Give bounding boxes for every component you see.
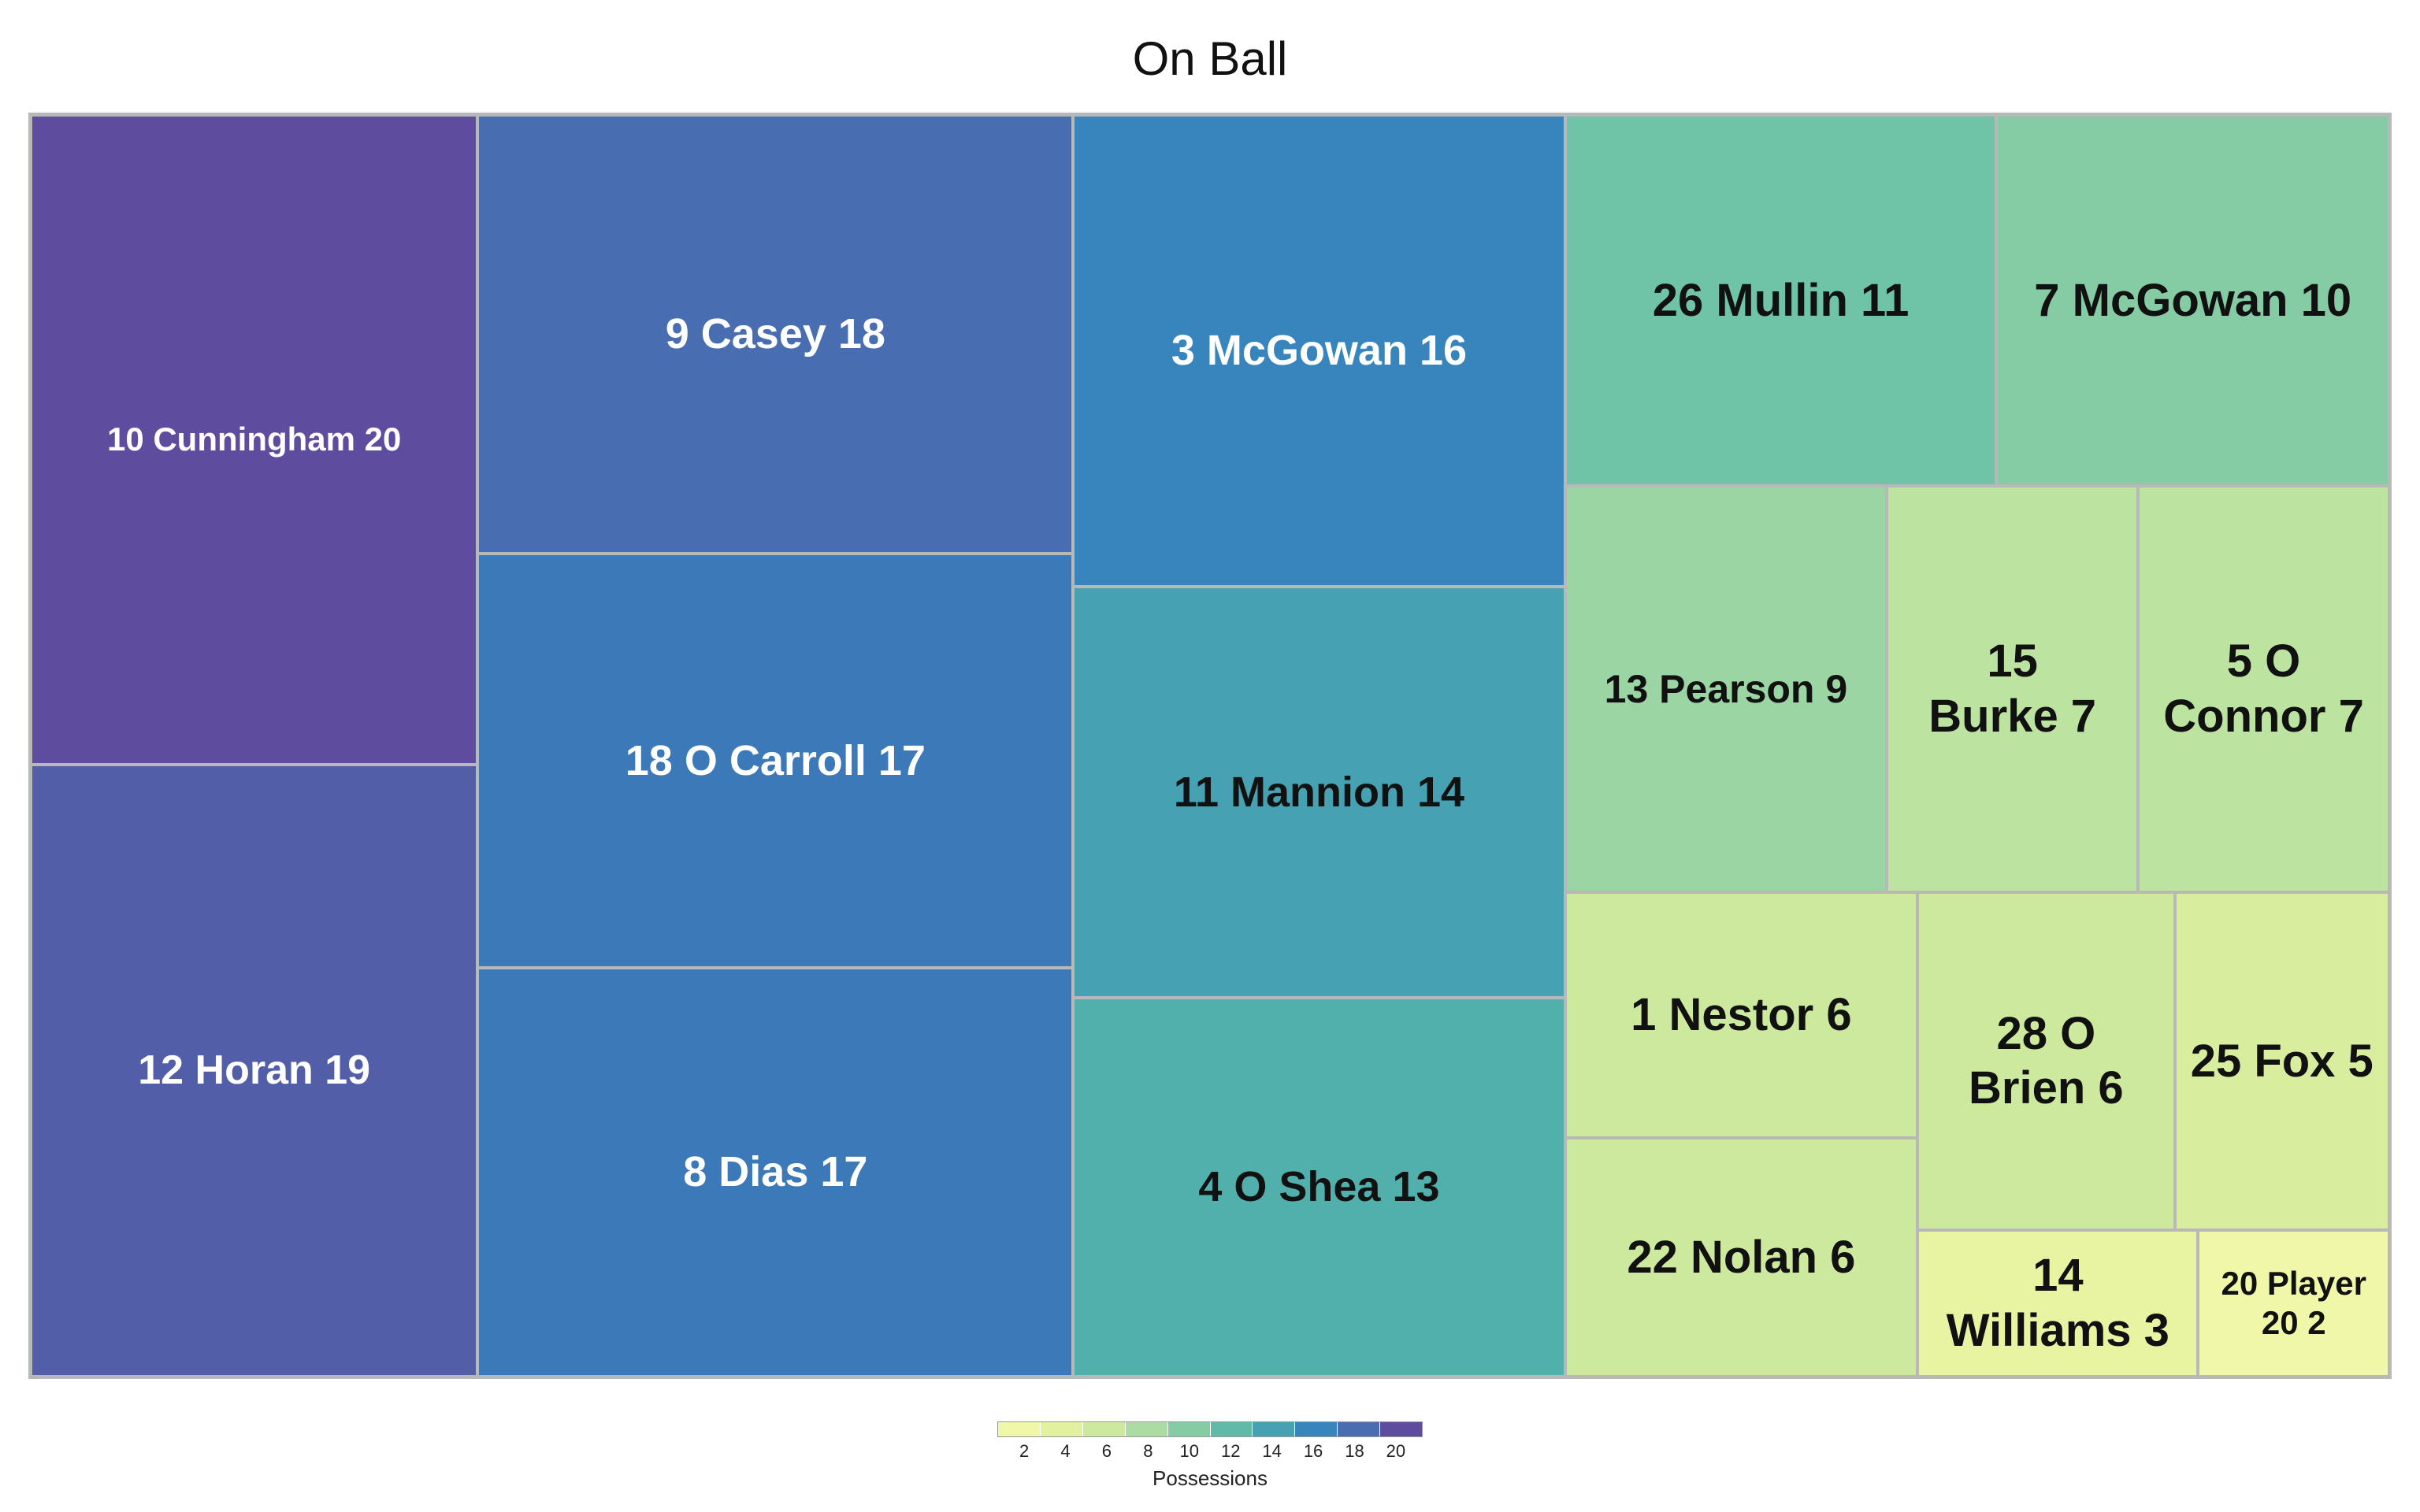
treemap-tile: 18 O Carroll 17 [477, 554, 1074, 968]
treemap-tile-label: 25 Fox 5 [2190, 1035, 2374, 1087]
treemap-tile: 3 McGowan 16 [1073, 115, 1565, 587]
treemap-tile-label: 14 Williams 3 [1946, 1250, 2169, 1357]
treemap-tile-label: 18 O Carroll 17 [625, 736, 926, 784]
treemap-tile-label: 4 O Shea 13 [1198, 1163, 1440, 1211]
treemap-tile: 5 O Connor 7 [2138, 485, 2389, 892]
legend-tick-label: 8 [1143, 1441, 1153, 1461]
legend-tick-label: 14 [1262, 1441, 1282, 1461]
treemap-tile: 14 Williams 3 [1917, 1230, 2199, 1377]
treemap-tile-label: 5 O Connor 7 [2163, 636, 2364, 742]
legend-color-segment [998, 1422, 1041, 1436]
treemap-tile-label: 9 Casey 18 [665, 310, 885, 358]
treemap-tile-label: 10 Cunningham 20 [106, 421, 402, 458]
treemap-tile: 10 Cunningham 20 [31, 115, 478, 765]
treemap-tile-label: 22 Nolan 6 [1627, 1231, 1856, 1283]
treemap-tile-label: 3 McGowan 16 [1171, 327, 1468, 375]
treemap-tile-label: 20 Player 20 2 [2221, 1264, 2366, 1342]
treemap-tile-label: 26 Mullin 11 [1652, 274, 1910, 326]
treemap-tile: 28 O Brien 6 [1917, 891, 2175, 1231]
legend-color-segment [1040, 1422, 1083, 1436]
legend-color-segment [1253, 1422, 1296, 1436]
legend-tick-label: 2 [1019, 1441, 1030, 1461]
legend-color-segment [1338, 1422, 1381, 1436]
legend-color-segment [1167, 1422, 1211, 1436]
treemap-tile: 22 Nolan 6 [1564, 1138, 1918, 1377]
chart-title: On Ball [1132, 32, 1288, 85]
treemap-tile: 11 Mannion 14 [1073, 587, 1565, 999]
legend-tick-label: 6 [1101, 1441, 1112, 1461]
legend-color-segment [1210, 1422, 1253, 1436]
color-legend-title: Possessions [1152, 1466, 1268, 1490]
legend-tick-label: 4 [1060, 1441, 1071, 1461]
treemap-tile-label: 28 O Brien 6 [1969, 1007, 2124, 1114]
legend-color-segment [1295, 1422, 1338, 1436]
treemap-tile-label: 13 Pearson 9 [1604, 666, 1848, 711]
legend-tick-label: 10 [1179, 1441, 1200, 1461]
treemap-tile: 26 Mullin 11 [1564, 115, 1997, 486]
legend-tick-label: 12 [1220, 1441, 1241, 1461]
legend-color-segment [1125, 1422, 1168, 1436]
treemap-tile: 1 Nestor 6 [1564, 891, 1918, 1139]
treemap-tile-label: 11 Mannion 14 [1173, 768, 1465, 816]
treemap-tile: 25 Fox 5 [2174, 891, 2389, 1231]
treemap-plot-area: 10 Cunningham 20 12 Horan 19 9 Casey 18 18 … [28, 113, 2392, 1379]
treemap-tile: 20 Player 20 2 [2198, 1230, 2389, 1377]
legend-tick-label: 16 [1303, 1441, 1323, 1461]
treemap-tile: 15 Burke 7 [1887, 485, 2139, 892]
legend-color-segment [1380, 1422, 1423, 1436]
color-legend-bar [997, 1421, 1423, 1437]
color-legend-ticks: 2 4 6 8 10 12 14 16 18 20 [997, 1441, 1423, 1462]
treemap-tile: 7 McGowan 10 [1996, 115, 2389, 486]
legend-tick-label: 20 [1386, 1441, 1406, 1461]
treemap-tile-label: 7 McGowan 10 [2034, 274, 2352, 326]
treemap-tile-label: 1 Nestor 6 [1631, 989, 1852, 1041]
treemap-tile: 4 O Shea 13 [1073, 998, 1565, 1377]
treemap-tile: 13 Pearson 9 [1564, 485, 1887, 892]
legend-color-segment [1082, 1422, 1126, 1436]
treemap-tile: 12 Horan 19 [31, 765, 478, 1377]
treemap-tile: 8 Dias 17 [477, 967, 1074, 1377]
treemap-tile-label: 15 Burke 7 [1928, 636, 2097, 742]
treemap-tile-label: 8 Dias 17 [683, 1148, 868, 1196]
treemap-tile: 9 Casey 18 [477, 115, 1074, 554]
treemap-tile-label: 12 Horan 19 [138, 1047, 371, 1094]
legend-tick-label: 18 [1345, 1441, 1364, 1461]
